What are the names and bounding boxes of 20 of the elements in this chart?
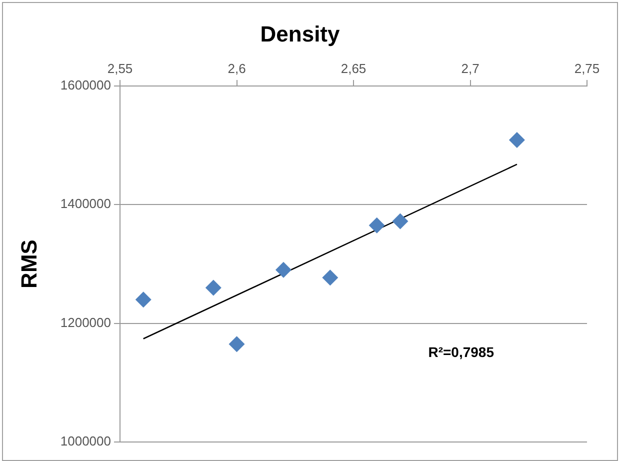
y-tick-label: 1600000 <box>60 78 112 93</box>
point <box>368 217 385 234</box>
point <box>322 270 338 286</box>
x-tick-label: 2,55 <box>107 60 133 76</box>
y-axis-title: RMS <box>16 240 42 288</box>
point <box>228 336 245 352</box>
x-tick-label: 2,7 <box>461 60 480 76</box>
point <box>135 292 152 308</box>
y-tick-label: 1000000 <box>60 434 112 449</box>
point <box>275 262 292 278</box>
point <box>205 280 222 296</box>
y-tick-label: 1200000 <box>60 314 112 330</box>
x-tick-label: 2,6 <box>228 60 246 76</box>
point <box>392 213 408 230</box>
point <box>508 132 525 148</box>
x-tick-label: 2,65 <box>340 60 366 76</box>
x-tick-label: 2,75 <box>574 60 600 76</box>
chart-title: Density <box>260 21 340 46</box>
y-tick-label: 1400000 <box>60 196 112 212</box>
annotation: R²=0,7985 <box>428 344 494 360</box>
